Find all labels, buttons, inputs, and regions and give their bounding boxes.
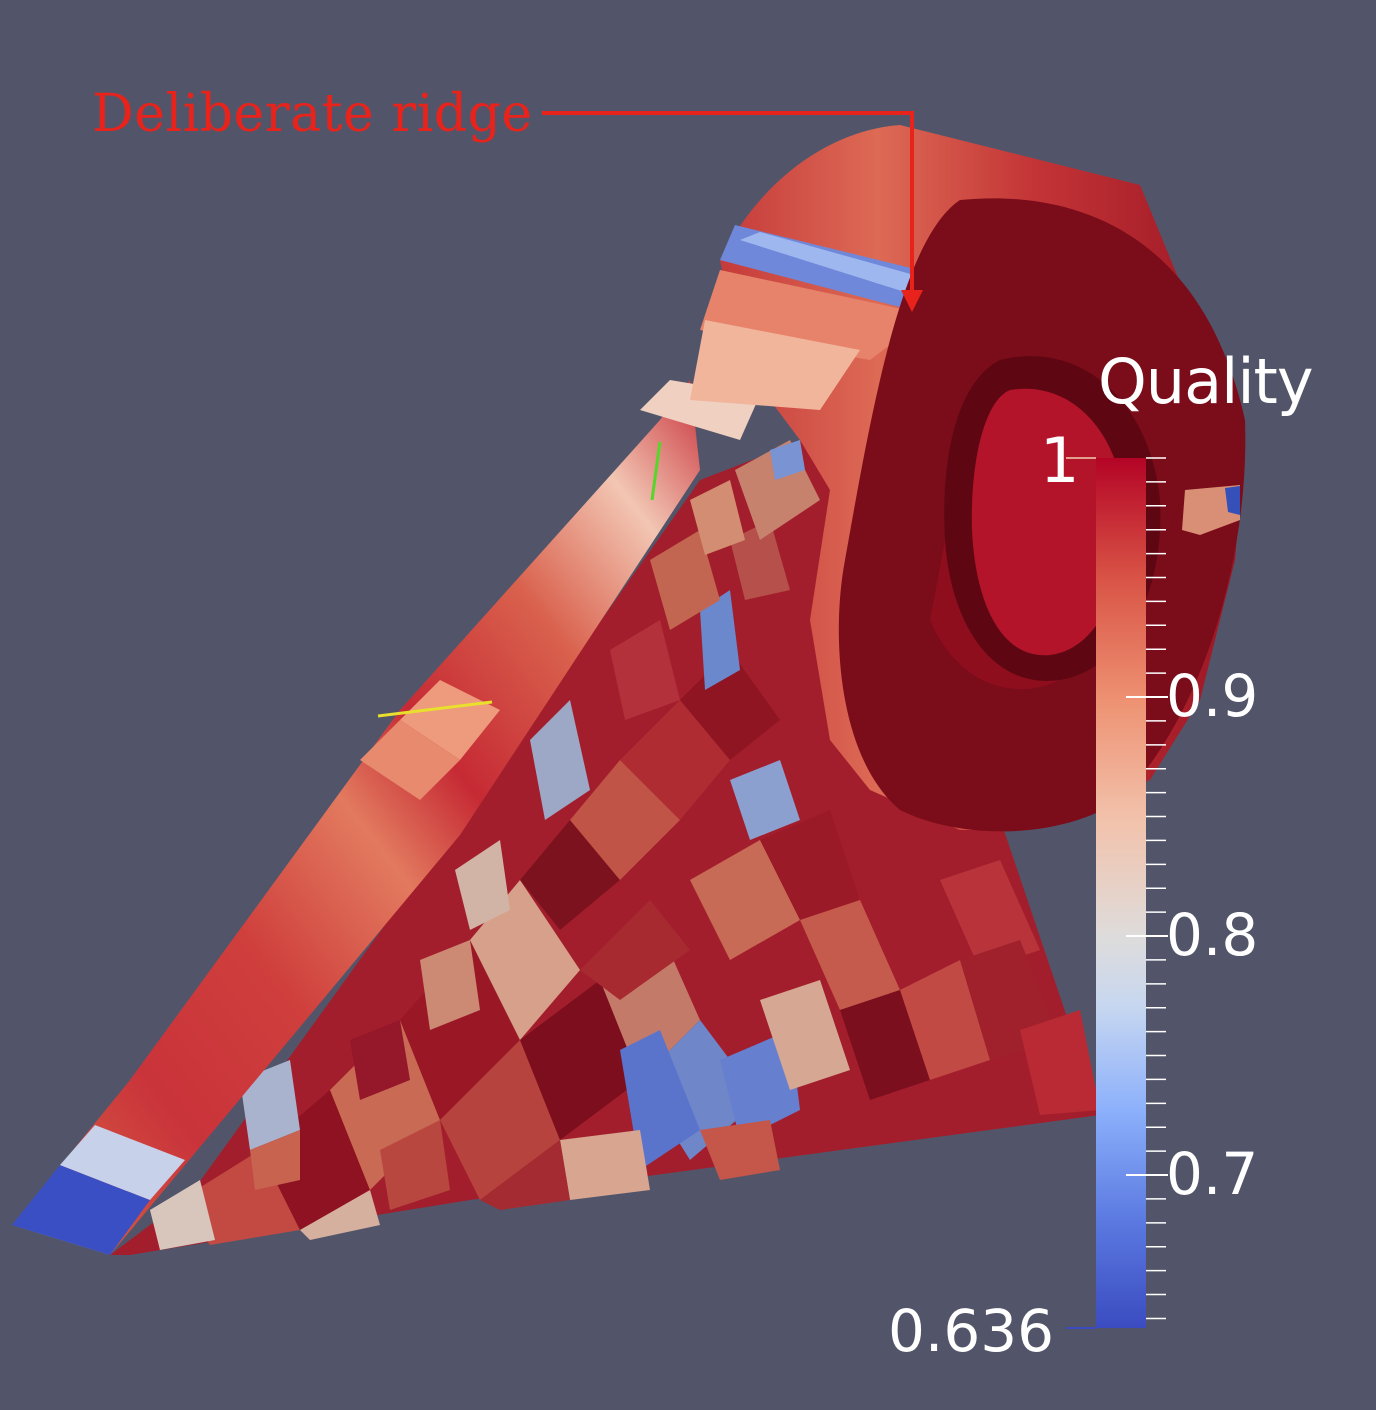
green-edge-line — [650, 441, 662, 501]
colorbar-min-label: 0.636 — [888, 1297, 1055, 1365]
colorbar-minor-ticks — [1146, 457, 1166, 1320]
annotation-label: Deliberate ridge — [92, 84, 533, 144]
colorbar-title: Quality — [1098, 345, 1314, 418]
colorbar-tick-label: 0.9 — [1166, 662, 1259, 730]
annotation-arrow — [542, 111, 923, 312]
colorbar-tick-label: 0.7 — [1166, 1140, 1259, 1209]
yellow-edge-line — [377, 700, 493, 718]
colorbar — [1066, 457, 1168, 1329]
colorbar-tick-label: 0.8 — [1166, 901, 1259, 970]
mesh-fragment — [1182, 485, 1240, 535]
wedge-top-strip — [12, 380, 700, 1255]
colorbar-gradient — [1096, 458, 1146, 1328]
colorbar-max-label: 1 — [1040, 424, 1080, 497]
